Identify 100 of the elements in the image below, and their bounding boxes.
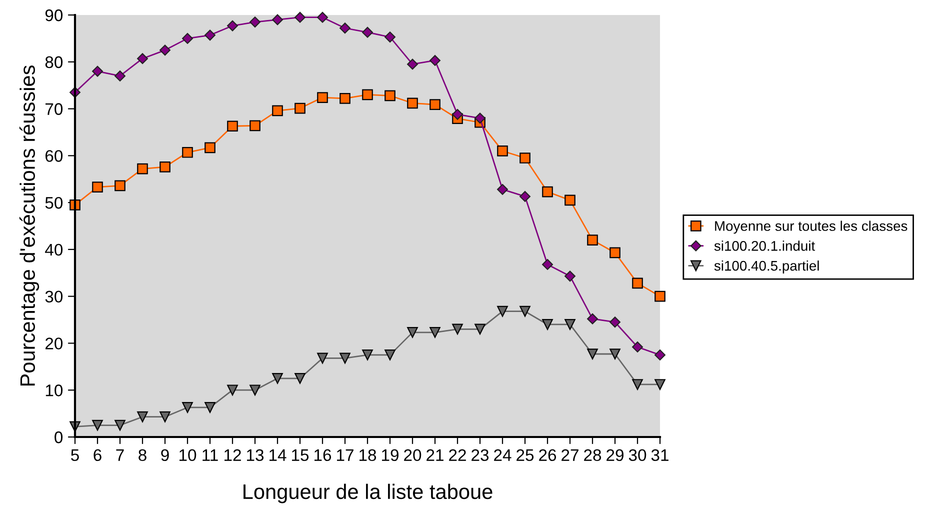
x-tick-label: 12: [224, 449, 241, 461]
point: [294, 102, 306, 114]
point: [317, 12, 328, 23]
point: [317, 352, 328, 364]
point: [474, 112, 486, 124]
point: [452, 324, 463, 335]
x-tick-label: 21: [426, 449, 444, 461]
point: [114, 180, 126, 192]
point: [340, 22, 350, 34]
x-tick-label: 30: [628, 449, 646, 462]
x-tick-label: 5: [71, 449, 79, 462]
point: [610, 247, 620, 258]
point: [182, 402, 193, 413]
point: [564, 270, 576, 282]
point: [430, 55, 440, 66]
point: [204, 30, 216, 41]
point: [137, 411, 148, 422]
legend-label: si100.20.1.induit: [714, 240, 816, 251]
x-tick-label: 18: [360, 449, 376, 462]
point: [182, 146, 193, 158]
point: [407, 327, 418, 338]
x-tick-label: 25: [516, 449, 534, 462]
point: [632, 278, 643, 289]
x-tick-label: 8: [138, 449, 146, 462]
point: [542, 319, 553, 330]
point: [160, 411, 170, 422]
x-tick-label: 23: [472, 449, 489, 462]
y-tick-label: 50: [45, 196, 63, 209]
x-tick-label: 11: [202, 449, 218, 461]
point: [294, 12, 306, 23]
point: [317, 92, 328, 103]
x-tick-label: 17: [337, 449, 354, 461]
point: [92, 182, 103, 192]
y-tick-label: 0: [54, 431, 63, 444]
x-tick-label: 9: [161, 449, 169, 462]
x-tick-label: 31: [651, 449, 668, 462]
point: [587, 348, 598, 360]
point: [384, 32, 396, 43]
y-tick-label: 70: [46, 103, 63, 115]
x-tick-label: 20: [404, 449, 422, 462]
point: [182, 32, 193, 44]
y-tick-label: 80: [45, 56, 63, 68]
point: [497, 184, 508, 195]
point: [430, 327, 440, 338]
y-tick-label: 30: [45, 290, 63, 303]
x-tick-label: 6: [94, 449, 102, 462]
point: [137, 53, 148, 64]
point: [92, 420, 103, 431]
point: [362, 89, 373, 100]
point: [407, 58, 418, 70]
point: [114, 420, 126, 431]
point: [587, 313, 598, 324]
x-tick-label: 13: [247, 449, 264, 462]
point: [294, 372, 306, 384]
point: [632, 342, 643, 352]
point: [340, 352, 350, 364]
point: [160, 162, 170, 172]
point: [610, 348, 620, 360]
point: [564, 194, 576, 206]
x-tick-label: 14: [270, 449, 286, 461]
x-tick-label: 27: [562, 449, 578, 461]
point: [272, 372, 283, 384]
point: [430, 99, 440, 110]
point: [520, 190, 530, 202]
y-axis-title: Pourcentage d'exécutions réussies: [19, 66, 40, 386]
y-tick-label: 90: [45, 9, 63, 22]
point: [407, 98, 418, 109]
point: [384, 90, 396, 102]
x-tick-label: 19: [382, 449, 398, 462]
x-tick-label: 7: [116, 449, 124, 461]
point: [542, 186, 553, 198]
x-tick-label: 26: [539, 449, 556, 462]
point: [204, 402, 216, 413]
point: [520, 306, 530, 317]
point: [114, 70, 126, 82]
point: [632, 379, 643, 390]
point: [340, 93, 350, 104]
point: [137, 163, 148, 174]
y-tick-label: 40: [45, 244, 63, 256]
point: [227, 120, 238, 132]
x-tick-label: 22: [449, 449, 466, 461]
legend-label: si100.40.5.partiel: [714, 260, 819, 274]
point: [272, 105, 283, 116]
x-tick-label: 29: [606, 449, 624, 462]
x-tick-label: 16: [314, 449, 332, 462]
x-tick-label: 15: [292, 449, 309, 462]
x-tick-label: 10: [180, 449, 196, 462]
point: [497, 146, 508, 156]
point: [542, 258, 553, 270]
point: [92, 66, 103, 77]
point: [250, 16, 260, 28]
point: [384, 350, 396, 360]
point: [250, 120, 260, 132]
point: [227, 384, 238, 396]
point: [227, 20, 238, 32]
x-tick-label: 28: [584, 449, 602, 462]
point: [610, 316, 620, 328]
y-tick-label: 10: [46, 384, 63, 396]
point: [362, 26, 373, 38]
point: [160, 44, 170, 56]
